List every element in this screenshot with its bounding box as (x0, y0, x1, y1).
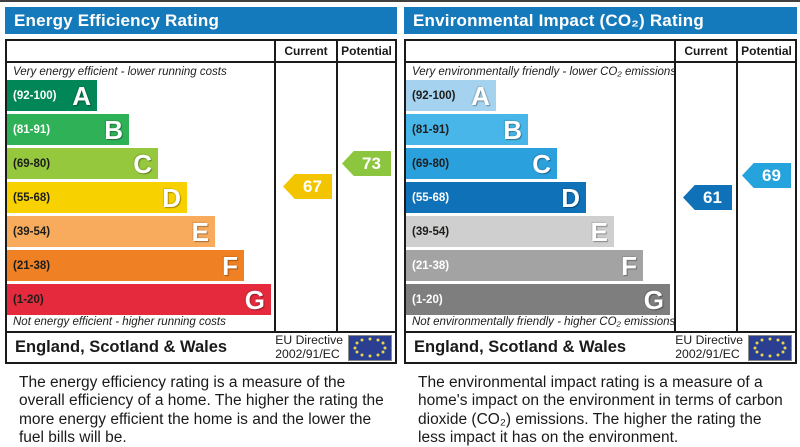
eu-directive-line1: EU Directive (675, 332, 743, 347)
band-letter: A (72, 80, 91, 111)
current-rating-value: 67 (303, 176, 322, 196)
rating-band-b: (81-91) B (406, 114, 528, 145)
eu-flag-icon (748, 334, 792, 361)
eu-directive-label: EU Directive 2002/91/EC (675, 332, 748, 361)
band-range-label: (21-38) (412, 259, 450, 272)
band-range-label: (1-20) (412, 293, 443, 306)
eu-flag-icon (348, 334, 392, 361)
energy-chart-body: Very energy efficient - lower running co… (7, 63, 395, 331)
band-letter: G (643, 284, 664, 315)
co2-chart-body: Very environmentally friendly - lower CO… (406, 63, 795, 331)
band-range-label: (39-54) (13, 225, 51, 238)
potential-column-header: Potential (736, 41, 795, 61)
potential-rating-value: 69 (762, 165, 781, 185)
band-range-label: (39-54) (412, 225, 450, 238)
potential-column-header: Potential (336, 41, 395, 61)
band-letter: A (471, 80, 490, 111)
energy-description-text: The energy efficiency rating is a measur… (19, 374, 384, 446)
band-letter: C (133, 148, 152, 179)
band-letter: F (222, 250, 238, 281)
column-header-row: Current Potential (406, 41, 795, 63)
environmental-impact-title: Environmental Impact (CO₂) Rating (413, 10, 704, 30)
header-spacer (406, 41, 674, 61)
environmental-description-text: The environmental impact rating is a mea… (418, 374, 783, 446)
rating-band-d: (55-68) D (406, 182, 586, 213)
rating-band-b: (81-91) B (7, 114, 129, 145)
band-range-label: (21-38) (13, 259, 51, 272)
energy-efficiency-title: Energy Efficiency Rating (14, 10, 220, 30)
energy-bands: (92-100) A (81-91) B (69-80) C (7, 80, 274, 318)
band-range-label: (81-91) (412, 123, 450, 136)
band-range-label: (92-100) (412, 89, 456, 102)
not-friendly-note: Not environmentally friendly - higher CO… (412, 316, 674, 328)
potential-rating-arrow: 73 (342, 151, 391, 176)
header-spacer (7, 41, 274, 61)
band-range-label: (69-80) (13, 157, 51, 170)
band-letter: D (162, 182, 181, 213)
potential-rating-arrow: 69 (742, 163, 791, 188)
energy-efficiency-title-bar: Energy Efficiency Rating (5, 7, 397, 34)
eu-directive-label: EU Directive 2002/91/EC (275, 332, 348, 361)
rating-band-g: (1-20) G (406, 284, 670, 315)
energy-band-chart: Very energy efficient - lower running co… (7, 63, 274, 331)
footer-row: England, Scotland & Wales EU Directive 2… (7, 331, 395, 362)
current-column-header: Current (274, 41, 336, 61)
rating-band-f: (21-38) F (7, 250, 244, 281)
energy-rating-table: Current Potential Very energy efficient … (5, 39, 397, 364)
region-label: England, Scotland & Wales (15, 338, 228, 356)
band-range-label: (92-100) (13, 89, 57, 102)
band-range-label: (69-80) (412, 157, 450, 170)
very-efficient-note: Very energy efficient - lower running co… (13, 66, 227, 78)
band-letter: E (590, 216, 608, 247)
current-rating-column: 61 (674, 63, 736, 331)
band-range-label: (55-68) (412, 191, 450, 204)
band-letter: B (503, 114, 522, 145)
band-letter: C (532, 148, 551, 179)
rating-band-a: (92-100) A (7, 80, 97, 111)
potential-rating-column: 69 (736, 63, 795, 331)
top-border-line (0, 0, 800, 2)
rating-band-c: (69-80) C (7, 148, 158, 179)
band-letter: E (191, 216, 209, 247)
not-efficient-note: Not energy efficient - higher running co… (13, 316, 226, 328)
rating-band-c: (69-80) C (406, 148, 557, 179)
current-rating-value: 61 (703, 187, 722, 207)
current-column-header: Current (674, 41, 736, 61)
footer-row: England, Scotland & Wales EU Directive 2… (406, 331, 795, 362)
potential-rating-value: 73 (362, 153, 381, 173)
eu-directive-line2: 2002/91/EC (675, 346, 740, 361)
co2-rating-table: Current Potential Very environmentally f… (404, 39, 797, 364)
current-rating-column: 67 (274, 63, 336, 331)
very-friendly-note: Very environmentally friendly - lower CO… (412, 66, 674, 78)
rating-band-e: (39-54) E (406, 216, 614, 247)
band-letter: D (561, 182, 580, 213)
environmental-impact-title-bar: Environmental Impact (CO₂) Rating (404, 7, 797, 34)
band-range-label: (81-91) (13, 123, 51, 136)
rating-band-e: (39-54) E (7, 216, 215, 247)
rating-band-f: (21-38) F (406, 250, 643, 281)
current-rating-arrow: 67 (283, 174, 332, 199)
band-letter: B (104, 114, 123, 145)
band-range-label: (55-68) (13, 191, 51, 204)
band-range-label: (1-20) (13, 293, 44, 306)
energy-efficiency-panel: Energy Efficiency Rating Current Potenti… (5, 7, 397, 447)
region-label: England, Scotland & Wales (414, 338, 627, 356)
band-letter: G (244, 284, 265, 315)
rating-band-d: (55-68) D (7, 182, 187, 213)
co2-bands: (92-100) A (81-91) B (69-80) C (406, 80, 674, 318)
rating-band-a: (92-100) A (406, 80, 496, 111)
potential-rating-column: 73 (336, 63, 395, 331)
current-rating-arrow: 61 (683, 185, 732, 210)
co2-band-chart: Very environmentally friendly - lower CO… (406, 63, 674, 331)
rating-band-g: (1-20) G (7, 284, 271, 315)
eu-directive-line1: EU Directive (275, 332, 343, 347)
column-header-row: Current Potential (7, 41, 395, 63)
eu-directive-line2: 2002/91/EC (275, 346, 340, 361)
environmental-impact-panel: Environmental Impact (CO₂) Rating Curren… (404, 7, 797, 447)
band-letter: F (621, 250, 637, 281)
